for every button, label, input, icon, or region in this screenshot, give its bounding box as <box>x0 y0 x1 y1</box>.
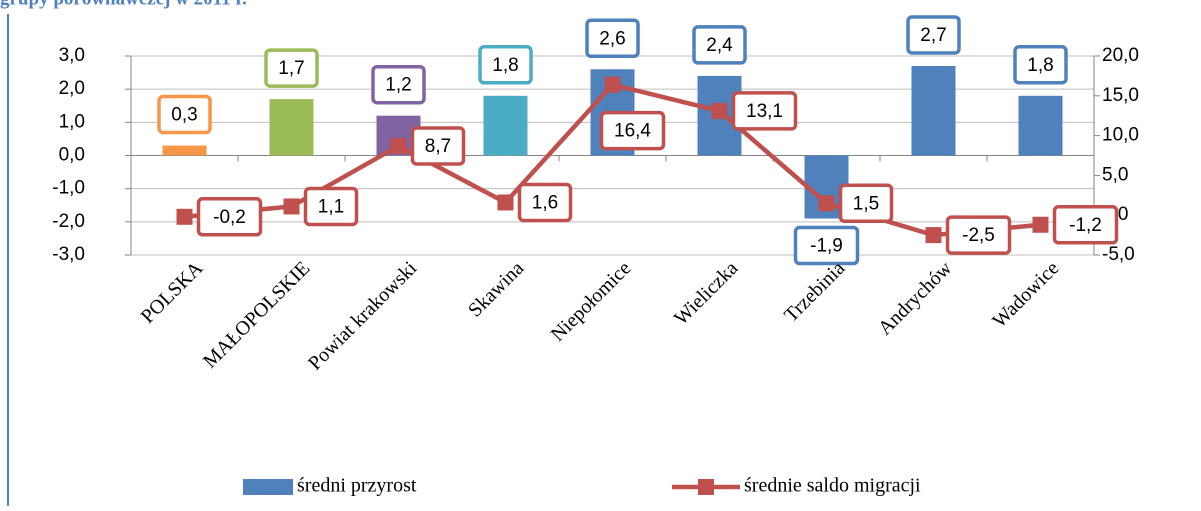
legend-label: średni przyrost <box>297 475 417 497</box>
bar-value-label-box <box>264 48 319 88</box>
page-heading: grupy porównawczej w 2011 r. <box>0 0 247 9</box>
legend-label: średnie saldo migracji <box>744 475 921 497</box>
line-value-label: -2,5 <box>962 225 995 246</box>
line-marker <box>390 137 407 154</box>
bar-value-label-box <box>478 45 533 85</box>
y-tick-label: -3,0 <box>52 244 85 265</box>
x-tick-label: Trzebinia <box>780 257 849 326</box>
line-value-label-box <box>838 183 894 224</box>
bar-value-label: 2,7 <box>920 25 946 46</box>
bar-value-label: 1,8 <box>1027 55 1053 76</box>
y2-tick-label: 20,0 <box>1102 45 1139 66</box>
bar-value-label-box <box>906 15 961 55</box>
bar-value-label: 0,3 <box>171 105 197 126</box>
line-value-label-box <box>1052 205 1119 245</box>
line-marker <box>818 195 835 212</box>
bar-value-label-box <box>157 94 212 135</box>
bar-value-label: 2,4 <box>706 35 733 56</box>
x-tick-label: Wadowice <box>988 257 1063 332</box>
line-value-label: 1,6 <box>532 192 558 213</box>
x-tick-label: MAŁOPOLSKIE <box>199 257 314 372</box>
y-tick-label: 3,0 <box>59 45 85 66</box>
x-tick-label: Niepołomice <box>547 257 636 346</box>
y2-tick-label: 10,0 <box>1102 125 1139 146</box>
bar-value-label-box <box>1013 45 1068 85</box>
y2-tick-label: -5,0 <box>1102 244 1135 265</box>
line-value-label-box <box>196 197 263 237</box>
line-value-label: -0,2 <box>213 207 246 228</box>
bar-value-label: 1,2 <box>385 75 411 96</box>
x-tick-label: Wieliczka <box>670 257 742 329</box>
legend-marker <box>698 479 714 495</box>
line-value-label-box <box>517 182 573 223</box>
line-value-label-box <box>599 110 666 151</box>
line-value-label: 1,5 <box>853 193 879 214</box>
line-value-label: 8,7 <box>425 136 451 157</box>
y2-tick-label: 5,0 <box>1102 164 1128 185</box>
line-marker <box>497 194 514 211</box>
line-marker <box>711 102 728 119</box>
x-tick-label: Powiat krakowski <box>304 257 422 375</box>
line-value-label-box <box>945 215 1012 255</box>
bar <box>162 145 207 156</box>
bar-value-label-box <box>585 18 640 59</box>
y-tick-label: 1,0 <box>59 111 85 132</box>
x-tick-label: Andrychów <box>874 257 957 340</box>
bar-value-label: -1,9 <box>810 236 843 257</box>
bar <box>1018 95 1063 156</box>
x-tick-label: POLSKA <box>137 257 208 328</box>
bar-value-label-box <box>793 225 860 266</box>
legend-swatch <box>243 479 293 495</box>
y-tick-label: -1,0 <box>52 178 85 199</box>
bar <box>911 65 956 156</box>
bar <box>269 99 314 156</box>
bar-value-label: 1,7 <box>278 58 304 79</box>
bar-value-label-box <box>371 64 426 105</box>
line-value-label: -1,2 <box>1069 215 1102 236</box>
x-tick-label: Skawina <box>464 257 528 321</box>
line-marker <box>283 198 300 215</box>
bar <box>483 95 528 156</box>
y-tick-label: 0,0 <box>59 145 85 166</box>
line-marker <box>176 208 193 225</box>
y2-tick-label: 15,0 <box>1102 85 1139 106</box>
line-value-label-box <box>731 91 798 131</box>
y-tick-label: -2,0 <box>52 211 85 232</box>
bar-value-label-box <box>692 25 747 65</box>
y-tick-label: 2,0 <box>59 78 85 99</box>
bar-value-label: 1,8 <box>492 55 518 76</box>
line-marker <box>1032 216 1049 233</box>
bar-value-label: 2,6 <box>599 28 625 49</box>
line-marker <box>604 76 621 93</box>
line-value-label: 1,1 <box>318 196 344 217</box>
line-value-label-box <box>303 186 359 227</box>
line-value-label-box <box>410 126 466 166</box>
line-value-label: 13,1 <box>746 101 783 122</box>
line-marker <box>925 227 942 244</box>
line-value-label: 16,4 <box>614 121 651 142</box>
